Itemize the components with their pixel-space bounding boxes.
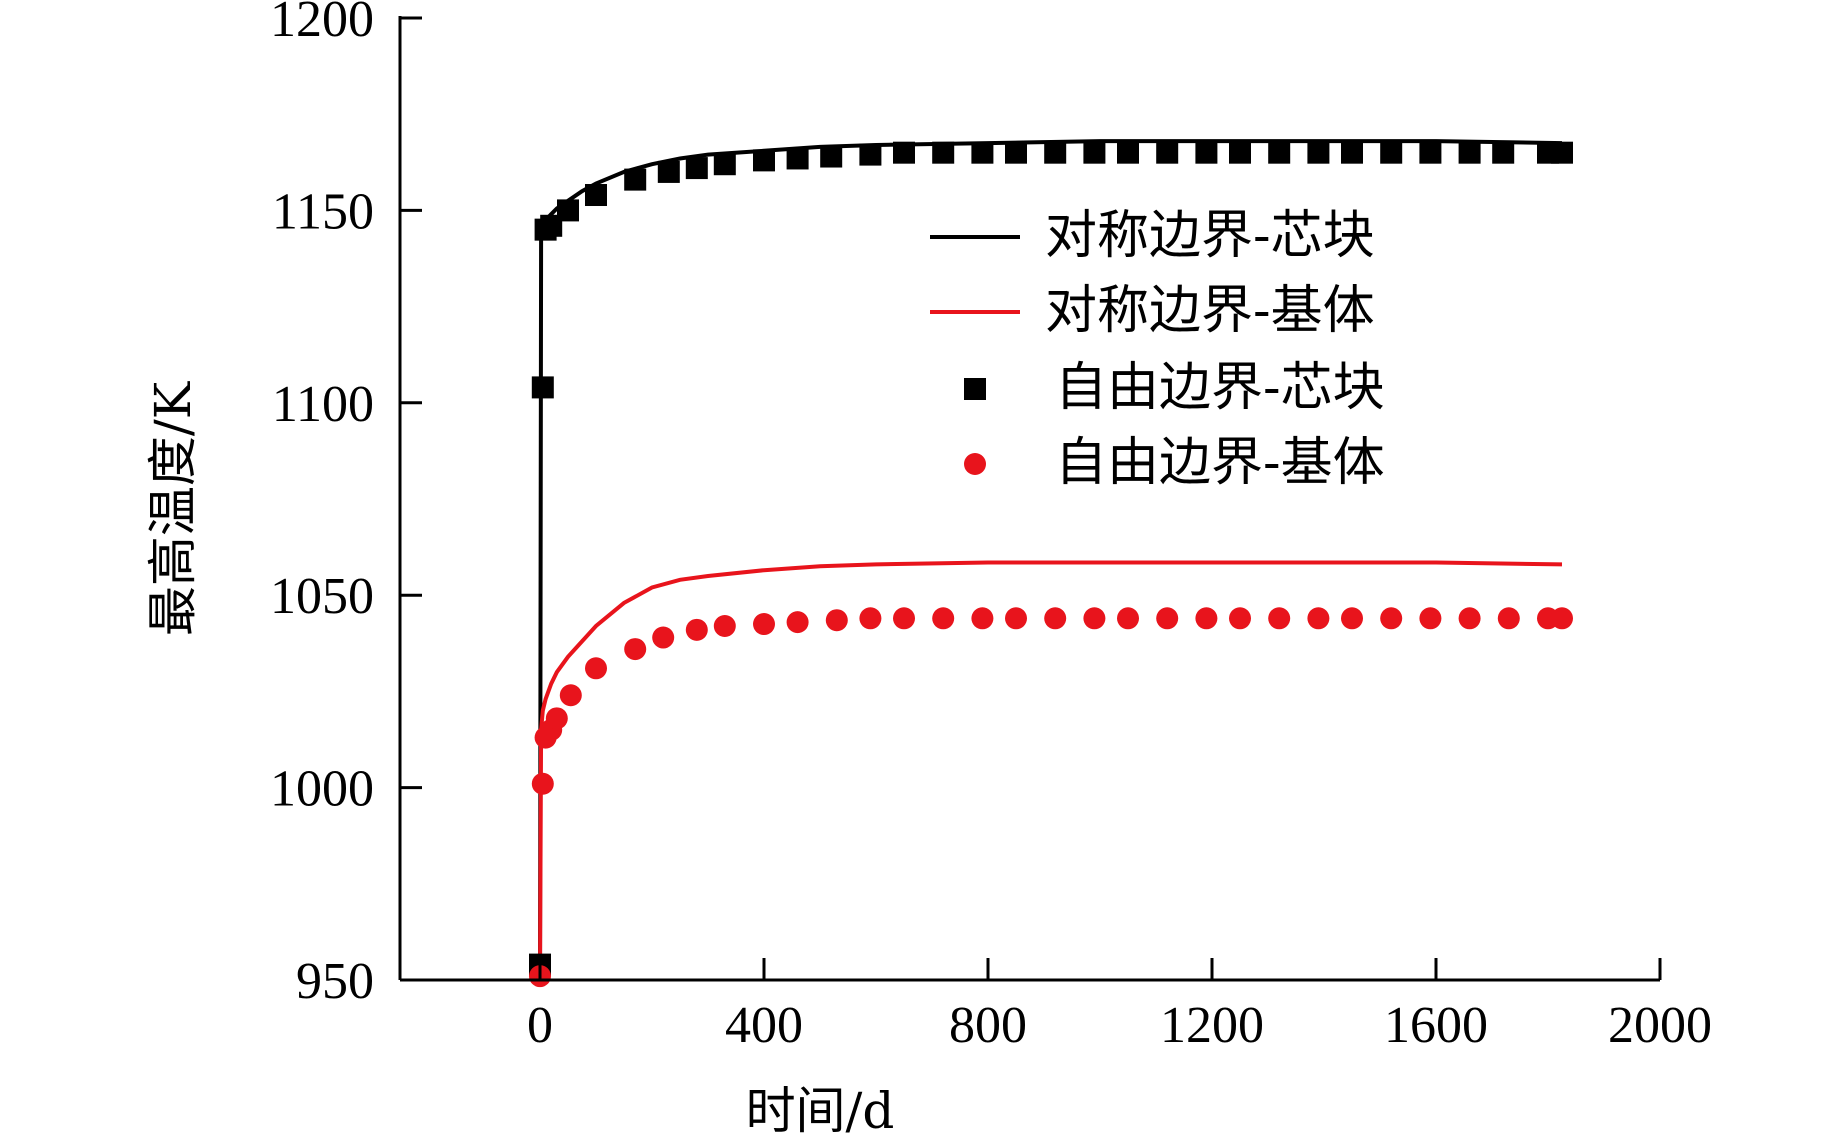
x-tick-label: 1200 <box>1160 997 1264 1054</box>
y-axis-title: 最高温度/K <box>144 380 202 636</box>
data-point <box>932 141 955 164</box>
data-point <box>971 607 994 630</box>
data-point <box>1419 607 1442 630</box>
x-tick-label: 400 <box>725 997 803 1054</box>
data-point <box>685 157 708 180</box>
x-axis-title: 时间/d <box>746 1082 895 1140</box>
x-tick-label: 1600 <box>1384 997 1488 1054</box>
data-point <box>657 160 680 183</box>
x-tick-label: 800 <box>949 997 1027 1054</box>
data-point <box>1195 141 1218 164</box>
data-point <box>859 607 882 630</box>
legend-circle-swatch <box>964 453 986 475</box>
x-tick-label: 0 <box>527 997 553 1054</box>
y-ticks: 950 1000 1050 1100 1150 1200 <box>270 0 422 1010</box>
data-point <box>652 626 675 649</box>
data-point <box>1156 141 1179 164</box>
y-tick-label: 950 <box>296 953 374 1010</box>
data-point <box>786 147 809 170</box>
data-point <box>545 707 568 730</box>
data-point <box>1117 141 1139 164</box>
data-point <box>1005 141 1027 164</box>
data-point <box>932 607 955 630</box>
data-point <box>1195 607 1218 630</box>
plot-area <box>529 139 1573 988</box>
data-point <box>1497 607 1520 630</box>
data-point <box>1044 607 1067 630</box>
data-point <box>859 143 882 166</box>
data-point <box>1268 141 1291 164</box>
legend-item: 自由边界-基体 <box>964 433 1385 493</box>
data-point <box>893 141 915 164</box>
data-point <box>1419 141 1442 164</box>
x-tick-label: 2000 <box>1608 997 1712 1054</box>
data-point <box>1229 141 1251 164</box>
legend-label: 对称边界-芯块 <box>1045 206 1375 266</box>
data-point <box>540 214 563 237</box>
data-point <box>1458 607 1481 630</box>
legend-label: 自由边界-基体 <box>1055 433 1385 493</box>
legend-label: 对称边界-基体 <box>1045 281 1375 341</box>
data-point <box>753 149 775 172</box>
data-point <box>1551 141 1573 164</box>
data-point <box>786 611 809 634</box>
data-point <box>624 638 647 661</box>
data-point <box>753 613 775 636</box>
data-point <box>1156 607 1179 630</box>
x-ticks: 0 400 800 1200 1600 2000 <box>527 958 1712 1054</box>
axes: 950 1000 1050 1100 1150 1200 0 400 800 1200 1600 2… <box>270 0 1712 1054</box>
y-tick-label: 1200 <box>270 0 374 48</box>
data-point <box>1268 607 1291 630</box>
data-point <box>1341 607 1363 630</box>
data-point <box>1083 141 1106 164</box>
legend-item: 对称边界-芯块 <box>930 206 1375 266</box>
data-point <box>685 618 708 641</box>
y-tick-label: 1150 <box>272 183 374 240</box>
data-point <box>893 607 915 630</box>
series-line <box>538 560 1563 981</box>
legend-item: 自由边界-芯块 <box>964 358 1385 418</box>
legend-item: 对称边界-基体 <box>930 281 1375 341</box>
data-point <box>820 145 843 168</box>
legend-square-swatch <box>964 378 986 400</box>
data-point <box>1492 141 1515 164</box>
y-tick-label: 1050 <box>270 568 374 625</box>
data-point <box>1458 141 1481 164</box>
legend-label: 自由边界-芯块 <box>1055 358 1385 418</box>
data-point <box>825 609 848 632</box>
data-point <box>1229 607 1251 630</box>
data-point <box>1083 607 1106 630</box>
data-point <box>585 184 607 207</box>
series-3 <box>529 141 1573 976</box>
data-point <box>585 657 607 680</box>
series-4 <box>529 607 1573 988</box>
data-point <box>713 153 736 176</box>
data-point <box>1551 607 1573 630</box>
data-point <box>1044 141 1067 164</box>
data-point <box>1380 141 1403 164</box>
y-tick-label: 1000 <box>270 761 374 818</box>
data-point <box>624 168 647 191</box>
data-point <box>1307 141 1330 164</box>
data-point <box>531 772 554 795</box>
data-point <box>559 684 582 707</box>
data-point <box>1005 607 1027 630</box>
data-point <box>971 141 994 164</box>
data-point <box>713 614 736 637</box>
data-point <box>557 199 579 222</box>
data-point <box>1117 607 1139 630</box>
data-point <box>1341 141 1363 164</box>
data-point <box>531 376 554 399</box>
data-point <box>1380 607 1403 630</box>
data-point <box>1307 607 1330 630</box>
y-tick-label: 1100 <box>272 376 374 433</box>
series-2 <box>538 560 1563 981</box>
